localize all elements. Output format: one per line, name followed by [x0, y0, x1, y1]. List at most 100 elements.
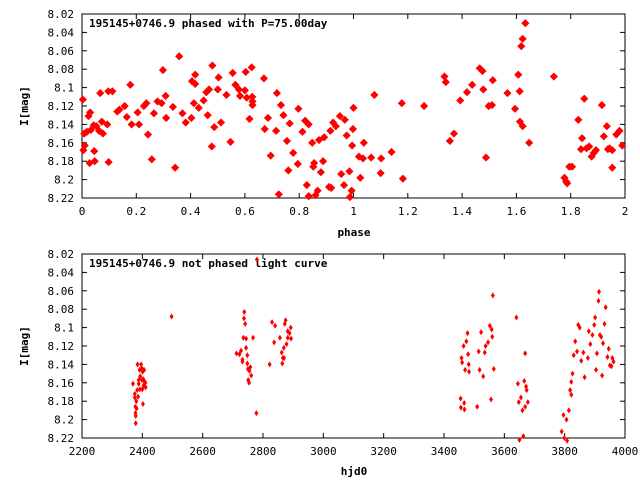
- data-point: [302, 181, 311, 190]
- x-tick-label: 4000: [612, 445, 639, 458]
- data-point: [142, 99, 151, 108]
- data-point: [489, 396, 494, 403]
- x-tick-label: 3800: [551, 445, 578, 458]
- data-point: [349, 103, 358, 112]
- data-point: [243, 320, 248, 327]
- chart-title: 195145+0746.9 not phased light curve: [89, 257, 328, 270]
- data-point: [122, 112, 131, 122]
- data-point: [147, 155, 156, 164]
- data-point: [503, 89, 512, 98]
- data-point: [272, 89, 282, 98]
- data-point: [108, 87, 117, 96]
- data-point: [567, 162, 577, 171]
- data-point: [327, 183, 336, 192]
- y-tick-label: 8.14: [48, 358, 75, 371]
- data-point: [245, 114, 254, 123]
- data-point: [515, 380, 520, 387]
- data-point: [238, 347, 243, 354]
- data-point: [608, 163, 617, 172]
- data-point: [339, 181, 349, 190]
- data-point: [516, 399, 521, 406]
- data-point: [525, 138, 534, 147]
- x-tick-label: 0.8: [289, 205, 309, 218]
- y-tick-label: 8.08: [48, 63, 75, 76]
- y-tick-label: 8.08: [48, 303, 75, 316]
- x-tick-label: 2200: [69, 445, 96, 458]
- data-point: [594, 350, 599, 357]
- data-point: [397, 99, 406, 108]
- data-point: [467, 368, 472, 375]
- data-point: [120, 101, 129, 111]
- data-point: [308, 138, 317, 147]
- data-point: [130, 380, 135, 387]
- data-point: [466, 351, 471, 358]
- data-point: [289, 335, 294, 342]
- data-point: [515, 87, 524, 96]
- data-point: [234, 350, 239, 357]
- data-point: [134, 398, 139, 405]
- data-point: [214, 73, 223, 82]
- data-point: [285, 334, 290, 341]
- data-point: [600, 340, 605, 347]
- data-point: [226, 137, 235, 146]
- data-point: [157, 99, 166, 108]
- data-point: [573, 338, 578, 345]
- data-point: [288, 324, 293, 331]
- data-point: [235, 91, 245, 100]
- data-point: [611, 358, 616, 365]
- y-tick-label: 8.14: [48, 118, 75, 131]
- y-tick-label: 8.06: [48, 45, 75, 58]
- data-point: [267, 361, 272, 368]
- data-point: [347, 186, 356, 195]
- data-point: [574, 115, 583, 124]
- data-point: [240, 358, 245, 365]
- y-tick-label: 8.04: [48, 26, 75, 39]
- data-point: [521, 19, 530, 28]
- data-point: [143, 130, 153, 139]
- data-point: [609, 363, 614, 370]
- data-point: [523, 350, 528, 357]
- data-point: [348, 124, 358, 134]
- y-tick-label: 8.02: [48, 8, 75, 21]
- data-point: [168, 102, 178, 111]
- data-point: [481, 373, 486, 380]
- data-point: [522, 377, 527, 384]
- data-point: [466, 361, 471, 368]
- data-point: [335, 112, 344, 121]
- data-point: [587, 152, 596, 161]
- data-point: [602, 122, 611, 131]
- data-point: [575, 348, 580, 355]
- data-point: [259, 74, 268, 83]
- data-point: [564, 416, 569, 423]
- plot-frame: [81, 253, 626, 439]
- data-point: [459, 354, 464, 361]
- data-point: [593, 314, 598, 321]
- data-point: [398, 174, 407, 183]
- data-point: [561, 412, 566, 418]
- data-point: [213, 85, 222, 94]
- data-point: [241, 67, 250, 77]
- data-point: [476, 348, 481, 355]
- data-point: [377, 154, 386, 163]
- data-point: [514, 70, 523, 79]
- axis-ticks: 0 0.2 0.4 0.6 0.8 1 1.2 1.4 1.6 1.8 2 8.02 8.04 8.06 8…: [48, 8, 629, 218]
- data-point: [136, 380, 141, 387]
- data-point: [478, 66, 487, 76]
- data-point: [578, 134, 587, 143]
- data-point: [204, 85, 214, 94]
- data-point: [458, 404, 463, 411]
- data-point: [331, 122, 340, 131]
- x-tick-label: 0: [79, 205, 86, 218]
- data-point: [161, 91, 170, 100]
- y-tick-label: 8.1: [54, 82, 74, 95]
- data-point: [449, 129, 459, 138]
- data-point: [136, 393, 141, 400]
- data-points: [130, 256, 616, 444]
- data-point: [284, 166, 293, 175]
- data-point: [445, 136, 454, 146]
- data-point: [254, 256, 259, 263]
- data-point: [348, 141, 357, 150]
- y-tick-label: 8.16: [48, 377, 75, 390]
- data-point: [248, 364, 253, 371]
